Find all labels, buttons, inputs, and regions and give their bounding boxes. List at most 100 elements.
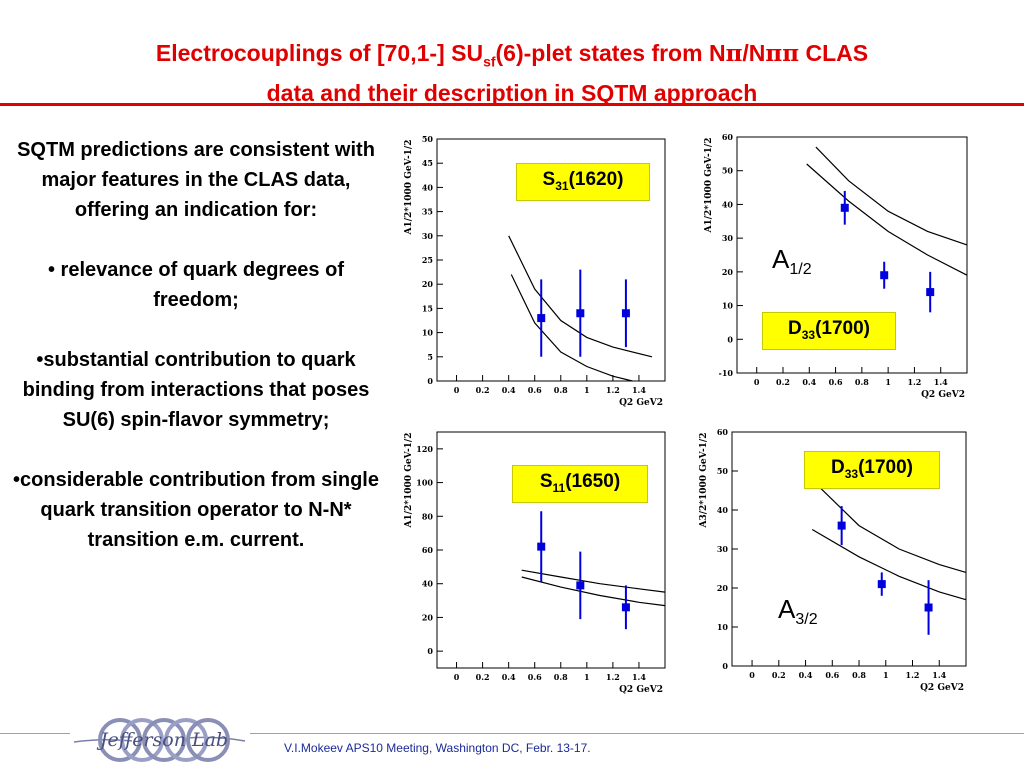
body-bullet-1: • relevance of quark degrees of freedom; — [47, 259, 344, 311]
y-tick-label: 0 — [727, 334, 733, 344]
x-axis-label: Q2 GeV2 — [619, 398, 663, 408]
x-tick-label: 0.6 — [528, 385, 542, 395]
model-curve — [811, 528, 967, 601]
y-tick-label: 5 — [427, 352, 433, 362]
x-tick-label: 1 — [885, 377, 891, 387]
data-point — [877, 580, 886, 589]
data-point — [880, 271, 889, 280]
y-tick-label: 30 — [717, 544, 729, 554]
model-curve — [806, 163, 968, 276]
y-tick-label: 80 — [422, 511, 434, 521]
plot-d33-a12: -10 0 10 20 30 40 50 60 0 0.2 0.4 0.6 0.8 1 1.2 1.4 Q2 G… — [703, 132, 978, 400]
y-tick-label: 35 — [422, 207, 433, 217]
chart-svg: 0 5 10 15 20 25 30 35 40 45 50 0 0.2 0.4 0.6 0.8 1 1.2 1.4… — [404, 134, 666, 408]
y-tick-label: 10 — [422, 328, 434, 338]
x-tick-label: 0.2 — [476, 385, 490, 395]
x-tick-label: 1.4 — [932, 670, 946, 680]
model-curve — [815, 146, 968, 246]
chart-svg: 0 10 20 30 40 50 60 0 0.2 0.4 0.6 0.8 1 1.2 1.4 Q2 GeV2… — [699, 427, 967, 693]
y-tick-label: 60 — [722, 132, 734, 142]
x-tick-label: 0 — [749, 670, 755, 680]
title-line-2: data and their description in SQTM appro… — [266, 79, 758, 106]
amplitude-label-a12: A1/2 — [772, 244, 812, 279]
data-point — [621, 309, 630, 318]
y-axis-label: A1/2*1000 GeV-1/2 — [704, 138, 714, 234]
x-tick-label: 0.2 — [772, 670, 786, 680]
x-tick-label: 1 — [584, 385, 590, 395]
x-tick-label: 0.8 — [855, 377, 869, 387]
x-tick-label: 0.8 — [852, 670, 866, 680]
model-curve — [521, 569, 666, 593]
y-tick-label: 120 — [416, 444, 433, 454]
model-curve — [521, 576, 666, 607]
jefferson-lab-logo-icon: Jefferson Lab — [73, 718, 246, 762]
footer-line-left — [0, 733, 70, 734]
y-tick-label: 10 — [722, 301, 734, 311]
label-d33-a32: D33(1700) — [804, 451, 940, 489]
plot-s31-a12: 0 5 10 15 20 25 30 35 40 45 50 0 0.2 0.4 0.6 0.8 1 1.2 1.4… — [395, 132, 680, 408]
label-s11: S11(1650) — [512, 465, 648, 503]
model-curve — [510, 274, 633, 382]
data-point — [837, 521, 846, 530]
y-tick-label: 50 — [722, 166, 734, 176]
footer-line-right — [250, 733, 1024, 734]
x-axis-label: Q2 GeV2 — [619, 685, 663, 695]
y-tick-label: 50 — [422, 134, 434, 144]
y-tick-label: 30 — [422, 231, 434, 241]
y-tick-label: 40 — [722, 199, 734, 209]
data-point — [576, 309, 585, 318]
body-bullet-2: •substantial contribution to quark bindi… — [22, 349, 370, 431]
y-tick-label: 40 — [422, 579, 434, 589]
x-tick-label: 1 — [584, 672, 590, 682]
y-tick-label: 40 — [717, 505, 729, 515]
y-tick-label: 20 — [422, 612, 434, 622]
data-point — [537, 314, 546, 323]
x-tick-label: 1.2 — [906, 670, 920, 680]
y-tick-label: 20 — [422, 279, 434, 289]
x-tick-label: 1 — [883, 670, 889, 680]
label-d33-a12: D33(1700) — [762, 312, 896, 350]
chart-svg: 0 20 40 60 80 100 120 0 0.2 0.4 0.6 0.8 1 1.2 1.4 Q2 Ge… — [404, 431, 666, 695]
data-point — [621, 603, 630, 612]
x-tick-label: 1.2 — [606, 385, 620, 395]
x-tick-label: 0.2 — [476, 672, 490, 682]
x-tick-label: 0.4 — [502, 385, 516, 395]
x-tick-label: 0 — [754, 377, 760, 387]
x-tick-label: 1.2 — [907, 377, 921, 387]
y-axis-label: A3/2*1000 GeV-1/2 — [699, 433, 709, 529]
y-tick-label: -10 — [719, 368, 734, 378]
x-tick-label: 1.2 — [606, 672, 620, 682]
jefferson-lab-logo: Jefferson Lab — [72, 716, 247, 764]
y-tick-label: 45 — [422, 158, 433, 168]
y-tick-label: 15 — [422, 303, 433, 313]
y-tick-label: 25 — [422, 255, 433, 265]
y-tick-label: 10 — [717, 622, 729, 632]
amplitude-label-a32: A3/2 — [778, 594, 818, 629]
plot-frame — [736, 136, 968, 374]
data-point — [537, 542, 546, 551]
plot-s11-a12: 0 20 40 60 80 100 120 0 0.2 0.4 0.6 0.8 1 1.2 1.4 Q2 Ge… — [395, 425, 680, 695]
data-point — [840, 203, 849, 212]
data-point — [576, 581, 585, 590]
y-tick-label: 40 — [422, 182, 434, 192]
y-tick-label: 100 — [416, 478, 433, 488]
y-tick-label: 60 — [422, 545, 434, 555]
svg-text:Jefferson Lab: Jefferson Lab — [96, 729, 228, 751]
y-tick-label: 60 — [717, 427, 729, 437]
y-axis-label: A1/2*1000 GeV-1/2 — [404, 140, 414, 236]
title-divider — [0, 103, 1024, 106]
data-point — [926, 288, 935, 297]
chart-svg: -10 0 10 20 30 40 50 60 0 0.2 0.4 0.6 0.8 1 1.2 1.4 Q2 G… — [704, 132, 968, 400]
x-tick-label: 0.8 — [554, 672, 568, 682]
body-paragraph-intro: SQTM predictions are consistent with maj… — [17, 139, 375, 221]
x-tick-label: 0.4 — [502, 672, 516, 682]
y-axis-label: A1/2*1000 GeV-1/2 — [404, 433, 414, 529]
x-tick-label: 0 — [454, 672, 460, 682]
x-tick-label: 1.4 — [632, 672, 646, 682]
x-tick-label: 0.6 — [825, 670, 839, 680]
y-tick-label: 0 — [427, 646, 433, 656]
y-tick-label: 50 — [717, 466, 729, 476]
y-tick-label: 0 — [427, 376, 433, 386]
body-text: SQTM predictions are consistent with maj… — [6, 135, 386, 585]
x-axis-label: Q2 GeV2 — [920, 683, 964, 693]
